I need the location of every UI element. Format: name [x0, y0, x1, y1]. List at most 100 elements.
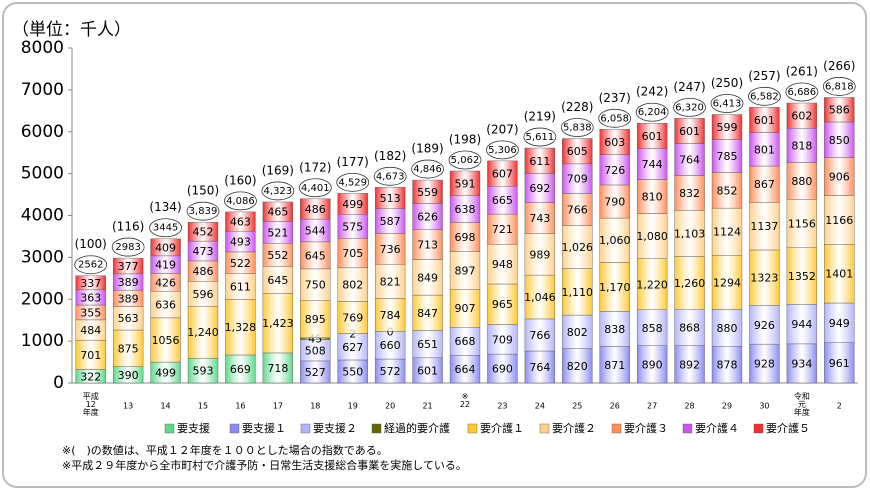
bar-segment — [187, 281, 219, 307]
legend-label: 要介護３ — [624, 421, 668, 435]
bar-segment — [711, 309, 743, 347]
data-label: 726 — [604, 164, 625, 177]
x-tick-label: 19 — [348, 402, 358, 411]
total-ellipse — [186, 201, 220, 221]
total-label: 5,306 — [488, 145, 517, 156]
bar-segment — [112, 257, 144, 275]
bar-segment — [374, 264, 406, 299]
bar-segment — [711, 172, 743, 209]
legend-label: 要介護５ — [766, 421, 810, 435]
data-label: 692 — [529, 182, 550, 195]
bar-segment — [300, 241, 331, 270]
bar-segment — [412, 203, 443, 230]
data-label: 1,260 — [674, 277, 706, 290]
bar-segment — [300, 198, 331, 220]
y-tick-label: 3000 — [21, 247, 64, 267]
legend-swatch — [164, 423, 175, 434]
data-label: 645 — [267, 274, 288, 287]
x-tick-label: 27 — [647, 402, 657, 411]
bar-segment — [524, 147, 556, 174]
legend-label: 経過的要介護 — [384, 421, 450, 435]
index-label: (198) — [449, 132, 481, 146]
data-label: 1166 — [825, 214, 853, 227]
bar-segment — [636, 123, 668, 149]
bar-segment — [599, 129, 630, 155]
total-label: 3,839 — [189, 206, 218, 217]
index-label: (266) — [823, 59, 855, 73]
bar-segment — [749, 202, 780, 251]
data-label: 698 — [455, 231, 476, 244]
bar-segment — [562, 193, 593, 226]
note: ※平成２９年度から全市町村で介護予防・日常生活支援総合事業を実施している。 — [62, 458, 467, 472]
data-label: 1137 — [750, 220, 778, 233]
bar-segment — [824, 157, 855, 196]
bar-segment — [75, 275, 106, 291]
index-label: (172) — [299, 160, 331, 174]
note: ※( )の数値は、平成１２年度を１００とした場合の指数である。 — [62, 443, 388, 457]
total-label: 5,838 — [563, 123, 592, 134]
bar-segment — [786, 199, 818, 248]
data-label: 1,170 — [599, 281, 631, 294]
data-label: 1,220 — [636, 278, 668, 291]
data-label: 701 — [80, 349, 101, 362]
total-label: 4,673 — [376, 171, 405, 182]
bar-segment — [599, 311, 630, 347]
bar-segment — [711, 346, 743, 384]
total-ellipse — [298, 178, 332, 198]
index-label: (150) — [187, 184, 219, 198]
data-label: 602 — [791, 110, 812, 123]
data-label: 611 — [529, 155, 550, 168]
total-label: 6,686 — [788, 87, 817, 98]
data-label: 818 — [791, 139, 812, 152]
bar-segment — [749, 249, 780, 306]
data-label: 849 — [417, 271, 438, 284]
total-label: 5,611 — [526, 132, 555, 143]
y-tick-label: 0 — [53, 373, 64, 393]
y-tick-label: 5000 — [21, 164, 64, 184]
bar-segment — [786, 102, 818, 129]
total-ellipse — [822, 77, 856, 96]
total-label: 6,058 — [600, 113, 629, 124]
data-label: 601 — [754, 114, 775, 127]
data-label: 1,423 — [262, 317, 294, 330]
data-label: 769 — [342, 312, 363, 325]
x-tick-label: 14 — [160, 402, 170, 411]
total-label: 2983 — [115, 242, 140, 253]
data-label: 544 — [305, 224, 326, 237]
total-label: 4,086 — [226, 196, 255, 207]
bar-segment — [824, 244, 855, 304]
bar-segment — [562, 348, 593, 384]
bar-segment — [824, 195, 855, 245]
x-tick-label: 13 — [123, 402, 133, 411]
total-ellipse — [74, 255, 108, 275]
total-label: 6,320 — [675, 102, 704, 113]
data-label: 871 — [604, 359, 625, 372]
bar-segment — [449, 354, 481, 384]
data-label: 463 — [230, 216, 251, 229]
data-label: 452 — [193, 226, 214, 239]
data-label: 948 — [492, 258, 513, 271]
total-ellipse — [748, 86, 781, 106]
index-label: (207) — [486, 122, 518, 136]
data-label: 552 — [267, 249, 288, 262]
x-tick-label: ※ 22 — [460, 392, 470, 409]
bar-segment — [374, 331, 406, 360]
legend-swatch — [229, 423, 240, 434]
total-ellipse — [149, 218, 182, 238]
bar-segment — [412, 294, 443, 331]
bar-segment — [674, 256, 705, 310]
data-label: 363 — [80, 291, 101, 304]
data-label: 527 — [305, 366, 326, 379]
bar-segment — [337, 214, 368, 239]
data-label: 665 — [492, 194, 513, 207]
total-ellipse — [486, 140, 519, 160]
index-label: (247) — [673, 80, 705, 94]
data-label: 802 — [567, 326, 588, 339]
bar-segment — [599, 154, 630, 186]
data-label: 522 — [230, 257, 251, 270]
data-label: 784 — [380, 309, 401, 322]
unit-label: （単位：千人） — [12, 20, 131, 40]
data-label: 944 — [791, 318, 812, 331]
bar-segment — [786, 247, 818, 305]
x-tick-label: 20 — [385, 402, 395, 411]
